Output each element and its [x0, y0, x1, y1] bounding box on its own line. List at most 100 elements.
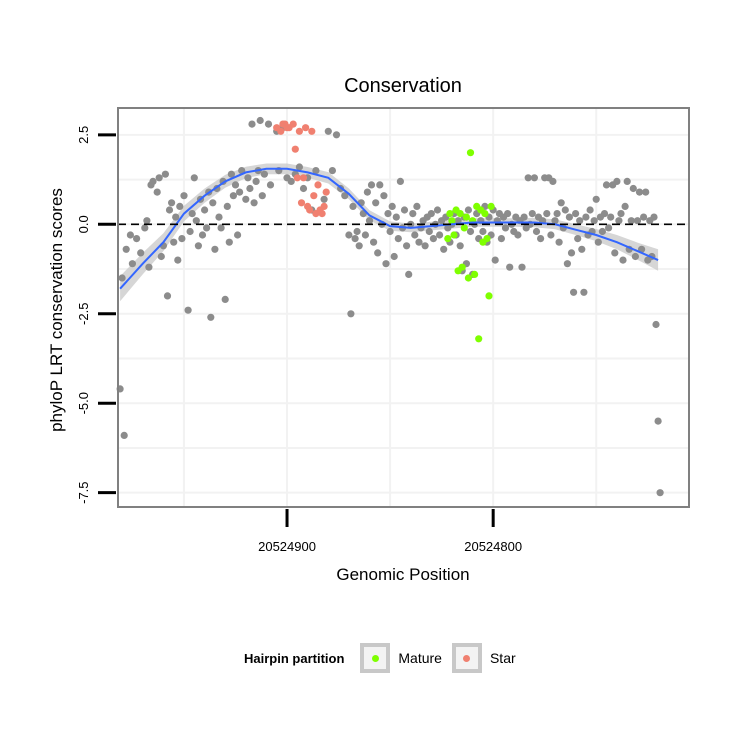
star-dot-icon	[463, 654, 471, 662]
data-point-other	[287, 177, 295, 185]
data-point-other	[341, 192, 349, 200]
data-point-other	[433, 206, 442, 214]
data-point-other	[170, 238, 178, 246]
data-point-other	[390, 252, 398, 261]
legend-label-mature: Mature	[398, 650, 442, 666]
data-point-mature	[458, 263, 466, 271]
data-point-other	[409, 210, 417, 218]
data-point-other	[221, 295, 229, 303]
data-point-other	[633, 217, 642, 225]
points-star	[273, 120, 330, 218]
data-point-other	[504, 210, 512, 218]
data-point-other	[464, 206, 472, 214]
data-point-other	[153, 188, 161, 196]
data-point-other	[178, 235, 186, 243]
data-point-other	[598, 227, 607, 236]
points-mature	[444, 149, 495, 343]
legend-item-mature: Mature	[360, 643, 442, 673]
data-point-other	[155, 174, 163, 182]
data-point-other	[141, 224, 149, 232]
data-point-other	[654, 417, 662, 425]
x-tick-label: 20524800	[464, 539, 522, 554]
data-point-other	[656, 489, 664, 497]
data-point-other	[190, 174, 198, 182]
data-point-other	[537, 235, 545, 243]
data-point-other	[623, 177, 631, 185]
data-point-mature	[444, 235, 452, 243]
data-point-other	[386, 227, 394, 236]
data-point-other	[640, 213, 648, 221]
data-point-other	[629, 184, 637, 193]
data-point-other	[565, 213, 574, 221]
data-point-other	[353, 227, 361, 236]
data-point-other	[543, 210, 551, 218]
data-point-other	[652, 320, 660, 329]
data-point-other	[161, 170, 169, 178]
data-point-star	[320, 202, 328, 210]
data-point-star	[318, 210, 326, 218]
data-point-other	[137, 249, 145, 257]
data-point-other	[209, 199, 217, 207]
legend-key-mature	[360, 643, 391, 673]
data-point-mature	[481, 210, 489, 218]
legend-title: Hairpin partition	[244, 650, 345, 666]
data-point-other	[611, 249, 619, 257]
data-point-other	[650, 213, 658, 221]
data-point-other	[207, 313, 215, 321]
data-point-other	[256, 116, 264, 125]
data-point-other	[413, 202, 421, 210]
data-point-other	[631, 252, 640, 261]
y-tick-label: -5.0	[76, 392, 91, 414]
data-point-star	[314, 181, 322, 189]
data-point-other	[157, 252, 165, 261]
data-point-mature	[460, 224, 468, 232]
data-point-other	[332, 131, 341, 139]
data-point-star	[306, 206, 314, 214]
data-point-other	[518, 263, 526, 271]
data-point-other	[234, 231, 242, 239]
data-point-other	[231, 181, 240, 189]
data-point-star	[291, 145, 299, 153]
data-point-other	[194, 242, 202, 250]
data-point-other	[252, 177, 260, 185]
data-point-other	[549, 177, 557, 185]
data-point-star	[289, 120, 297, 128]
data-point-other	[388, 202, 396, 210]
data-point-other	[211, 245, 219, 253]
data-point-other	[367, 181, 376, 189]
data-point-other	[312, 167, 320, 175]
data-point-other	[578, 245, 586, 253]
data-point-other	[355, 242, 363, 250]
data-point-other	[165, 206, 174, 214]
data-point-other	[246, 184, 254, 193]
data-point-other	[163, 292, 172, 300]
data-point-other	[567, 249, 576, 257]
data-point-star	[302, 124, 310, 132]
data-point-other	[295, 163, 303, 171]
data-point-other	[592, 195, 600, 203]
data-point-other	[244, 174, 252, 182]
y-tick-label: -7.5	[76, 481, 91, 503]
x-axis-label: Genomic Position	[336, 565, 469, 584]
data-point-other	[456, 242, 464, 250]
data-point-other	[400, 206, 409, 214]
data-point-other	[555, 238, 563, 246]
data-point-other	[215, 213, 223, 221]
data-point-other	[621, 202, 629, 210]
data-point-other	[376, 181, 384, 189]
data-point-other	[411, 231, 419, 239]
data-point-other	[570, 288, 578, 296]
data-point-other	[365, 217, 374, 225]
data-point-other	[363, 188, 371, 196]
data-point-other	[563, 260, 572, 268]
data-point-other	[345, 231, 353, 239]
y-tick-label: 2.5	[76, 126, 91, 144]
data-point-other	[180, 192, 188, 200]
data-point-other	[236, 188, 244, 196]
data-point-other	[176, 202, 184, 210]
data-point-other	[186, 227, 194, 236]
data-point-other	[501, 224, 510, 232]
data-point-other	[217, 224, 225, 232]
data-point-other	[266, 181, 275, 189]
